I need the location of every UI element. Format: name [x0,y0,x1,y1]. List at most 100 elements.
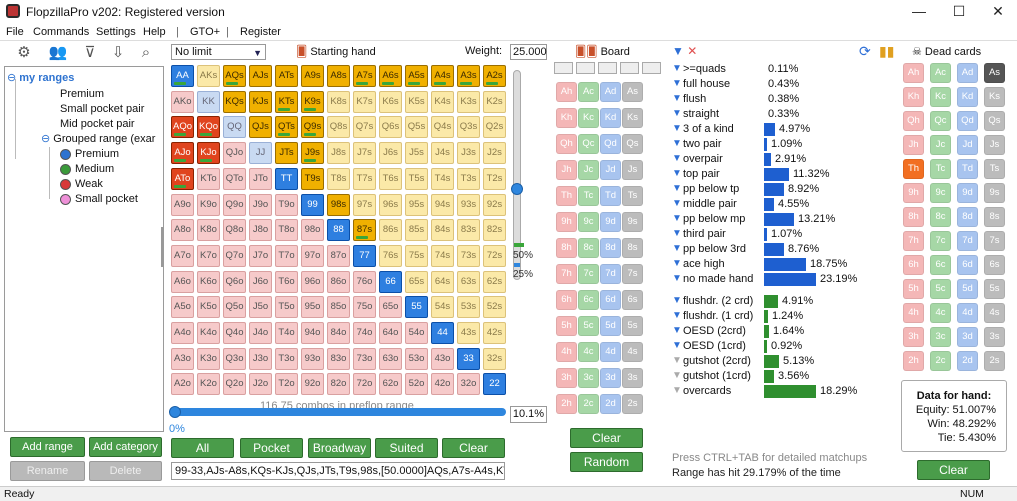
hand-cell[interactable]: 87o [327,244,350,267]
board-card[interactable]: Ah [556,82,577,102]
expand-icon[interactable]: ⇩ [111,44,125,61]
hand-cell[interactable]: KTo [197,167,220,190]
filter-icon[interactable]: ▼ [672,295,682,306]
dead-card[interactable]: 5h [903,279,924,299]
hand-cell[interactable]: 86o [327,270,350,293]
dead-card[interactable]: Qs [984,111,1005,131]
range-text-input[interactable]: 99-33,AJs-A8s,KQs-KJs,QJs,JTs,T9s,98s,[5… [171,462,505,480]
dead-card[interactable]: 5s [984,279,1005,299]
dead-card[interactable]: 8s [984,207,1005,227]
filter-icon[interactable]: ▼ [672,183,682,194]
hand-cell[interactable]: T7s [353,167,376,190]
hand-cell[interactable]: 44 [431,322,454,344]
dead-card[interactable]: Ad [957,63,978,83]
dead-card[interactable]: Td [957,159,978,179]
hand-cell[interactable]: K6s [379,90,402,113]
hand-cell[interactable]: A9s [301,65,324,87]
weight-slider[interactable] [513,70,521,280]
stat-row[interactable]: ▼ pp below 3rd 8.76% [672,242,897,257]
hand-cell[interactable]: Q3s [457,116,480,139]
hand-cell[interactable]: JTo [249,167,272,190]
hand-cell[interactable]: 32s [483,347,506,370]
hand-cell[interactable]: T8o [275,219,298,242]
tree-group-item-weak[interactable]: Weak [60,177,103,192]
hand-cell[interactable]: JTs [275,142,298,165]
hand-cell[interactable]: 73o [353,347,376,370]
hand-cell[interactable]: 88 [327,219,350,242]
hand-cell[interactable]: ATs [275,65,298,87]
filter-icon[interactable]: ▼ [672,273,682,284]
collapse-icon[interactable]: ⊖ [41,133,51,145]
board-slot[interactable] [576,62,595,74]
stat-row[interactable]: ▼ >=quads 0.11% [672,62,897,77]
stat-row[interactable]: ▼ middle pair 4.55% [672,197,897,212]
hand-cell[interactable]: A3o [171,347,194,370]
filter-icon[interactable]: ▼ [672,243,682,254]
hand-cell[interactable]: 92o [301,373,324,396]
board-card[interactable]: 2c [578,394,599,414]
board-card[interactable]: 5s [622,316,643,336]
dead-card[interactable]: Js [984,135,1005,155]
hand-cell[interactable]: A7o [171,244,194,267]
board-card[interactable]: 4c [578,342,599,362]
board-slot[interactable] [642,62,661,74]
hand-cell[interactable]: 74s [431,244,454,267]
hand-cell[interactable]: 76o [353,270,376,293]
menu-register[interactable]: Register [240,26,281,38]
hand-cell[interactable]: 87s [353,219,376,242]
dead-card[interactable]: 2s [984,351,1005,371]
stat-row[interactable]: ▼ third pair 1.07% [672,227,897,242]
hand-cell[interactable]: T4o [275,322,298,344]
board-card[interactable]: As [622,82,643,102]
board-card[interactable]: Qs [622,134,643,154]
hand-cell[interactable]: J4o [249,322,272,344]
board-card[interactable]: Js [622,160,643,180]
hand-cell[interactable]: 52o [405,373,428,396]
dead-card[interactable]: 8h [903,207,924,227]
clear-range-button[interactable]: Clear [442,438,505,458]
hand-cell[interactable]: K8s [327,90,350,113]
search-icon[interactable]: ⌕ [141,44,151,61]
hand-cell[interactable]: T3o [275,347,298,370]
hand-cell[interactable]: 73s [457,244,480,267]
dead-card[interactable]: 3h [903,327,924,347]
suited-button[interactable]: Suited [375,438,438,458]
dead-card[interactable]: 6s [984,255,1005,275]
hand-cell[interactable]: J9o [249,193,272,216]
filter-icon[interactable]: ▼ [672,213,682,224]
hand-cell[interactable]: KJo [197,142,220,165]
hand-cell[interactable]: J8s [327,142,350,165]
hand-cell[interactable]: 76s [379,244,402,267]
filter-icon[interactable]: ▼ [672,78,682,89]
board-card[interactable]: 9d [600,212,621,232]
hand-cell[interactable]: Q2o [223,373,246,396]
board-card[interactable]: Ks [622,108,643,128]
hand-cell[interactable]: 65s [405,270,428,293]
hand-cell[interactable]: J5o [249,296,272,319]
hand-cell[interactable]: 43o [431,347,454,370]
hand-cell[interactable]: 53o [405,347,428,370]
hand-cell[interactable]: Q7s [353,116,376,139]
hand-cell[interactable]: 94o [301,322,324,344]
add-range-button[interactable]: Add range [10,437,85,457]
hand-cell[interactable]: T4s [431,167,454,190]
board-slot[interactable] [620,62,639,74]
stat-row[interactable]: ▼ gutshot (1crd) 3.56% [672,369,897,384]
close-button[interactable]: ✕ [992,3,1004,19]
dead-card[interactable]: Qc [930,111,951,131]
filter-icon[interactable]: ⊽ [84,44,96,61]
hand-cell[interactable]: 62o [379,373,402,396]
hand-cell[interactable]: K7s [353,90,376,113]
dead-card[interactable]: 2h [903,351,924,371]
hand-cell[interactable]: ATo [171,167,194,190]
hand-cell[interactable]: 54o [405,322,428,344]
hand-cell[interactable]: 97s [353,193,376,216]
hand-cell[interactable]: T5o [275,296,298,319]
hand-cell[interactable]: Q8o [223,219,246,242]
minimize-button[interactable]: — [912,3,926,19]
board-card[interactable]: 5c [578,316,599,336]
board-card[interactable]: Ac [578,82,599,102]
refresh-icon[interactable]: ⟳ [859,43,871,59]
hand-cell[interactable]: A2o [171,373,194,396]
range-percent-input[interactable]: 10.1% [510,406,547,423]
